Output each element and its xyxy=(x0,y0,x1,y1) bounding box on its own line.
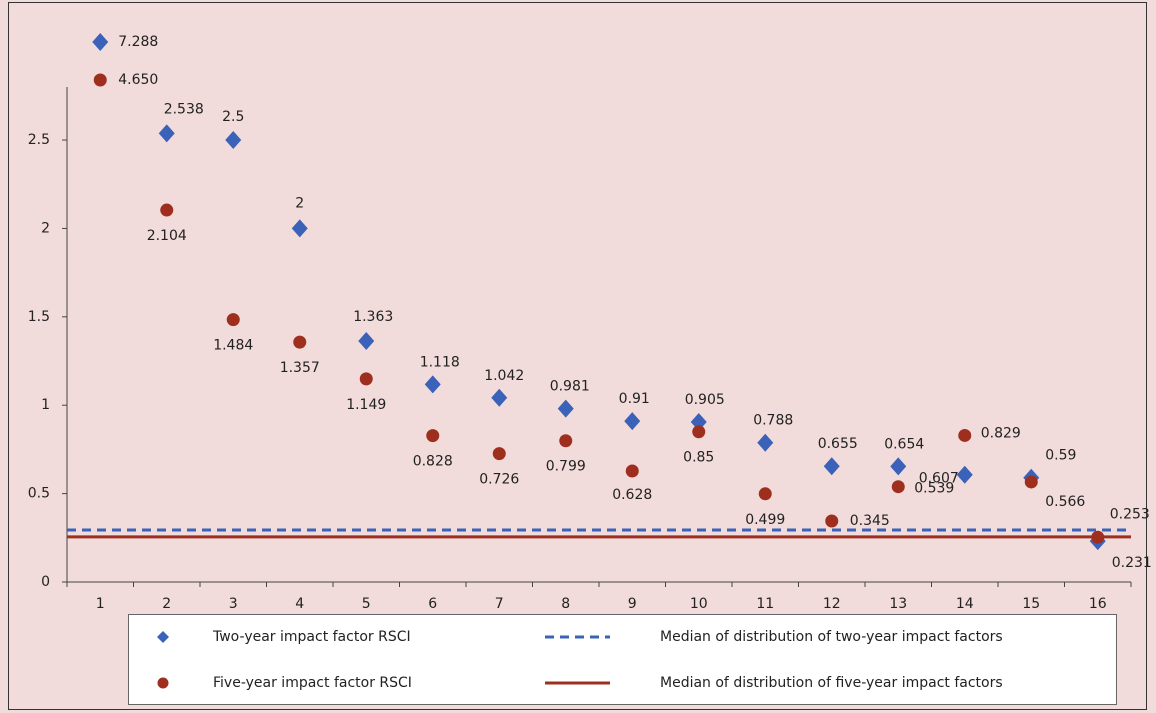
two-year-point xyxy=(890,457,907,476)
legend-label: Two-year impact factor RSCI xyxy=(212,629,411,645)
five-year-point xyxy=(1024,475,1038,489)
x-tick-label: 3 xyxy=(229,596,238,612)
data-label: 0.905 xyxy=(685,392,725,408)
data-label: 2 xyxy=(295,195,304,211)
five-year-point xyxy=(359,372,373,386)
y-tick-label: 1.5 xyxy=(28,309,50,325)
data-label: 0.655 xyxy=(818,436,858,452)
y-tick-label: 1 xyxy=(41,397,50,413)
two-year-point xyxy=(424,375,441,394)
frame xyxy=(8,2,1147,710)
legend-marker xyxy=(157,631,169,643)
data-label: 0.499 xyxy=(745,512,785,528)
data-label: 0.85 xyxy=(683,450,714,466)
data-label: 0.726 xyxy=(479,472,519,488)
x-tick-label: 6 xyxy=(428,596,437,612)
data-label: 7.288 xyxy=(118,34,158,50)
five-year-point xyxy=(625,464,639,478)
y-tick-label: 0 xyxy=(41,574,50,590)
two-year-point xyxy=(358,332,375,351)
x-tick-label: 13 xyxy=(889,596,907,612)
data-label: 0.828 xyxy=(413,454,453,470)
legend-label: Median of distribution of two-year impac… xyxy=(660,629,1003,645)
two-year-point xyxy=(291,219,308,238)
legend-label: Median of distribution of five-year impa… xyxy=(660,675,1003,691)
data-label: 4.650 xyxy=(118,72,158,88)
x-tick-label: 2 xyxy=(162,596,171,612)
x-tick-label: 14 xyxy=(956,596,974,612)
five-year-point xyxy=(891,480,905,494)
data-label: 0.788 xyxy=(753,413,793,429)
x-tick-label: 10 xyxy=(690,596,708,612)
legend-marker xyxy=(157,677,169,689)
two-year-point xyxy=(491,388,508,407)
y-tick-label: 2 xyxy=(41,220,50,236)
data-label: 2.104 xyxy=(147,228,187,244)
five-year-point xyxy=(559,434,573,448)
data-label: 0.539 xyxy=(914,481,954,497)
data-label: 0.981 xyxy=(550,379,590,395)
five-year-point xyxy=(758,487,772,501)
x-tick-label: 4 xyxy=(295,596,304,612)
two-year-point xyxy=(92,33,109,51)
x-tick-label: 8 xyxy=(561,596,570,612)
two-year-point xyxy=(956,465,973,484)
x-tick-label: 7 xyxy=(495,596,504,612)
data-label: 0.799 xyxy=(546,459,586,475)
x-tick-label: 9 xyxy=(628,596,637,612)
five-year-point xyxy=(1091,530,1105,544)
two-year-point xyxy=(158,124,175,143)
data-label: 1.042 xyxy=(484,368,524,384)
five-year-point xyxy=(293,335,307,349)
data-label: 0.607 xyxy=(919,471,959,487)
data-label: 0.628 xyxy=(612,487,652,503)
data-label: 2.538 xyxy=(164,101,204,117)
two-year-point xyxy=(690,413,707,432)
two-year-point xyxy=(823,457,840,476)
two-year-point xyxy=(557,399,574,418)
x-tick-label: 1 xyxy=(96,596,105,612)
five-year-point xyxy=(825,514,839,528)
five-year-point xyxy=(692,425,706,439)
data-label: 1.357 xyxy=(280,360,320,376)
x-tick-label: 16 xyxy=(1089,596,1107,612)
data-label: 0.253 xyxy=(1110,506,1150,522)
legend xyxy=(128,614,1117,705)
data-label: 0.654 xyxy=(884,436,924,452)
x-tick-label: 12 xyxy=(823,596,841,612)
y-tick-label: 2.5 xyxy=(28,132,50,148)
data-label: 0.345 xyxy=(850,513,890,529)
data-label: 1.149 xyxy=(346,397,386,413)
data-label: 1.363 xyxy=(353,309,393,325)
two-year-point xyxy=(624,412,641,431)
data-label: 1.118 xyxy=(420,354,460,370)
five-year-point xyxy=(226,313,240,327)
data-label: 0.91 xyxy=(619,391,650,407)
data-label: 0.566 xyxy=(1045,494,1085,510)
x-tick-label: 15 xyxy=(1022,596,1040,612)
data-label: 2.5 xyxy=(222,109,244,125)
data-label: 0.231 xyxy=(1112,555,1152,571)
five-year-point xyxy=(93,73,107,87)
five-year-point xyxy=(160,203,174,217)
five-year-point xyxy=(958,428,972,442)
data-label: 0.829 xyxy=(981,425,1021,441)
legend-label: Five-year impact factor RSCI xyxy=(213,675,412,691)
two-year-point xyxy=(225,131,242,150)
data-label: 0.59 xyxy=(1045,448,1076,464)
data-label: 1.484 xyxy=(213,338,253,354)
y-tick-label: 0.5 xyxy=(28,486,50,502)
two-year-point xyxy=(757,433,774,452)
x-tick-label: 5 xyxy=(362,596,371,612)
x-tick-label: 11 xyxy=(756,596,774,612)
five-year-point xyxy=(492,447,506,461)
five-year-point xyxy=(426,429,440,443)
